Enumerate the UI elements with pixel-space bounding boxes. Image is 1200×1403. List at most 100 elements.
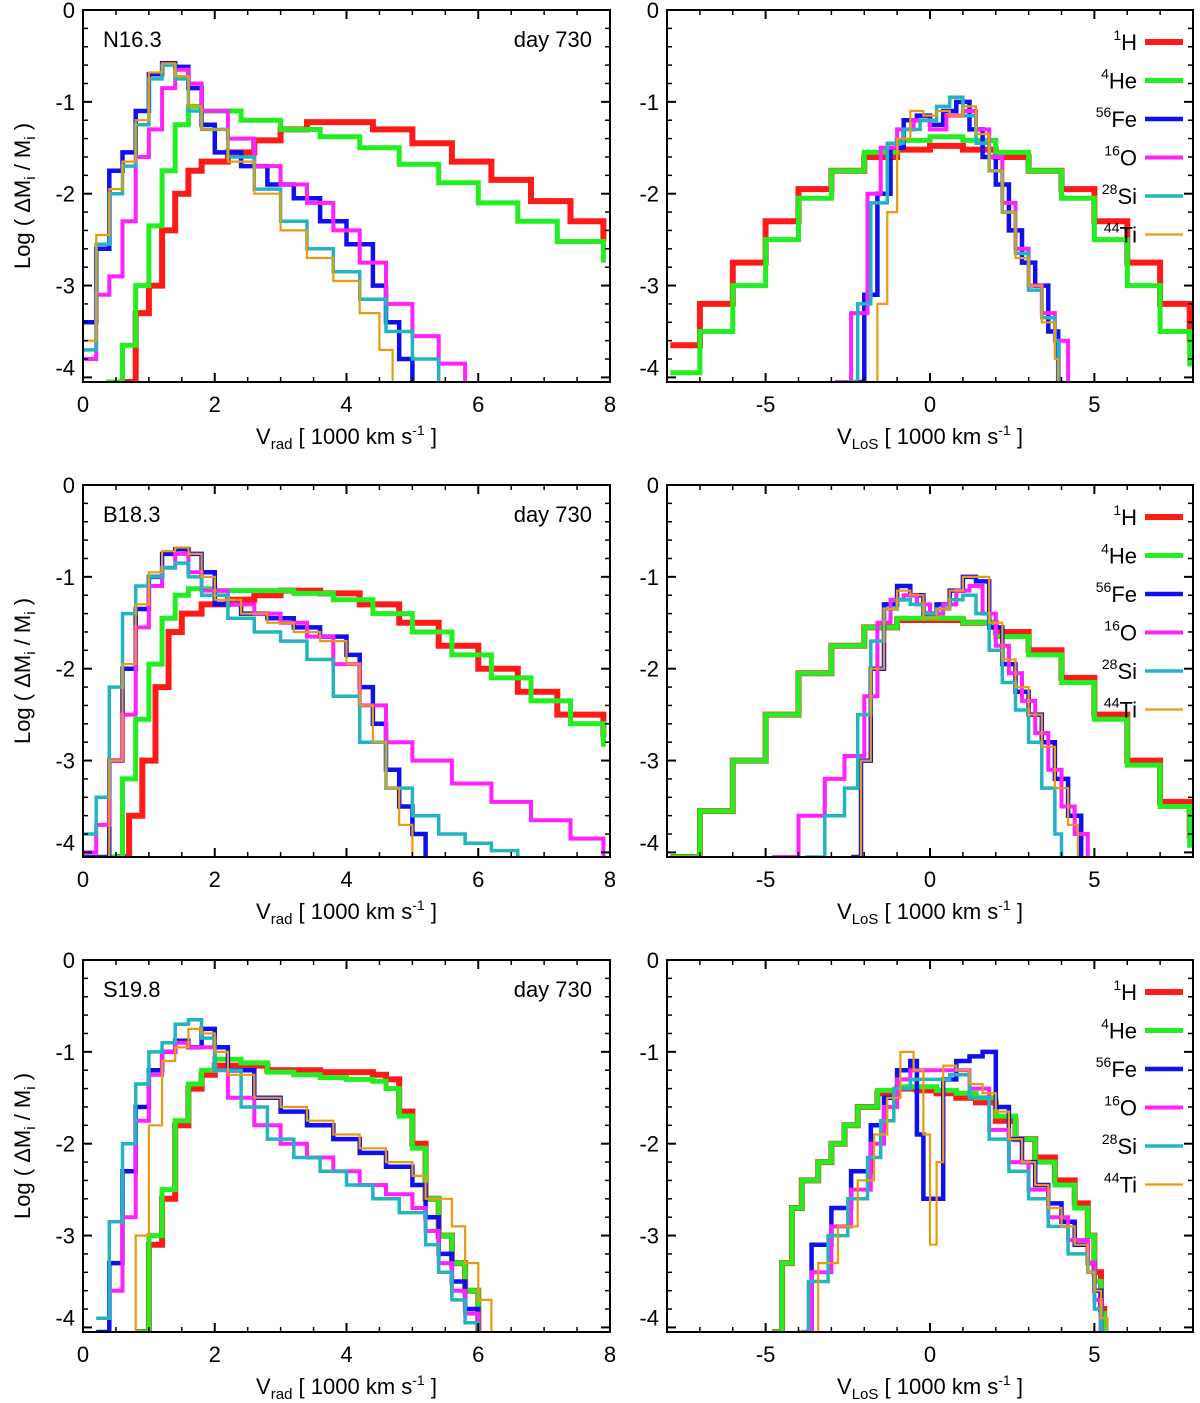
x-tick-label: 2 <box>209 867 221 892</box>
x-tick-label: 4 <box>340 1342 352 1367</box>
x-tick-label: 4 <box>340 867 352 892</box>
day-label: day 730 <box>514 27 592 52</box>
y-tick-label: -2 <box>55 657 75 682</box>
series-line-Si <box>798 1073 1103 1332</box>
model-label: S19.8 <box>103 977 161 1002</box>
x-axis-label: Vrad [ 1000 km s-1 ] <box>256 1372 437 1403</box>
legend-label-Si: 28Si <box>1102 1131 1137 1159</box>
x-tick-label: 2 <box>209 392 221 417</box>
y-tick-label: 0 <box>647 0 659 23</box>
y-tick-label: -1 <box>639 1040 659 1065</box>
model-label: N16.3 <box>103 27 162 52</box>
series-group <box>670 95 1193 382</box>
x-axis-label: VLoS [ 1000 km s-1 ] <box>837 897 1023 928</box>
panel-N16.3-los: 0 -1 -2 -3 -4 -5 0 5 VLoS [ 1000 km s-1 ] 1H 4He 56… <box>639 0 1194 453</box>
x-tick-label: 8 <box>604 1342 616 1367</box>
x-tick-label: -5 <box>756 867 776 892</box>
y-tick-label: -4 <box>55 1305 75 1330</box>
y-tick-label: 0 <box>647 473 659 498</box>
series-line-He <box>670 615 1193 857</box>
y-tick-label: -1 <box>55 565 75 590</box>
series-line-He <box>772 1084 1107 1332</box>
series-group <box>96 1017 493 1332</box>
y-tick-label: -4 <box>639 830 659 855</box>
legend-label-He: 4He <box>1101 541 1137 569</box>
series-line-He <box>109 586 606 857</box>
y-tick-label: -3 <box>55 1224 75 1249</box>
x-tick-label: 6 <box>472 1342 484 1367</box>
y-tick-label: 0 <box>63 473 75 498</box>
y-tick-label: -2 <box>639 657 659 682</box>
series-group <box>83 546 607 857</box>
day-label: day 730 <box>514 502 592 527</box>
y-axis-label: Log ( ΔMi / Mi ) <box>10 123 39 269</box>
series-line-He <box>670 134 1193 376</box>
y-tick-label: -3 <box>639 274 659 299</box>
legend-label-Ti: 44Ti <box>1104 1170 1137 1198</box>
y-tick-label: 0 <box>647 948 659 973</box>
legend-label-O: 16O <box>1104 143 1137 171</box>
legend-label-He: 4He <box>1101 1016 1137 1044</box>
series-line-Ti <box>122 1027 493 1332</box>
x-tick-label: 0 <box>77 867 89 892</box>
y-tick-label: 0 <box>63 0 75 23</box>
legend: 1H 4He 56Fe 16O 28Si 44Ti <box>1096 27 1183 248</box>
series-line-O <box>83 67 468 382</box>
y-tick-label: -1 <box>639 90 659 115</box>
series-line-Fe <box>83 61 415 382</box>
model-label: B18.3 <box>103 502 161 527</box>
series-group <box>772 1049 1109 1332</box>
series-line-Ti <box>808 1050 1109 1332</box>
legend-label-Fe: 56Fe <box>1096 104 1137 132</box>
x-tick-label: 0 <box>924 392 936 417</box>
x-tick-label: -5 <box>756 1342 776 1367</box>
y-tick-label: -3 <box>55 749 75 774</box>
x-tick-label: 5 <box>1088 867 1100 892</box>
y-tick-label: -4 <box>55 830 75 855</box>
series-line-H <box>119 119 607 382</box>
series-line-Si <box>96 1017 481 1332</box>
y-tick-label: -4 <box>639 1305 659 1330</box>
legend-label-He: 4He <box>1101 66 1137 94</box>
x-tick-label: 5 <box>1088 1342 1100 1367</box>
series-line-Ti <box>83 546 414 857</box>
legend-label-H: 1H <box>1113 27 1137 55</box>
y-tick-label: -3 <box>55 274 75 299</box>
y-tick-label: -4 <box>55 355 75 380</box>
series-line-He <box>135 1056 481 1332</box>
panel-B18.3-los: 0 -1 -2 -3 -4 -5 0 5 VLoS [ 1000 km s-1 ] 1H 4He 56… <box>639 473 1194 928</box>
y-tick-label: -2 <box>639 1132 659 1157</box>
x-tick-label: 0 <box>924 867 936 892</box>
series-line-O <box>772 584 1090 857</box>
series-line-Fe <box>854 99 1061 382</box>
y-tick-label: -2 <box>55 182 75 207</box>
plot-frame <box>82 959 611 1333</box>
x-tick-label: 6 <box>472 867 484 892</box>
x-tick-label: 0 <box>77 392 89 417</box>
series-line-Ti <box>83 62 394 382</box>
legend-label-O: 16O <box>1104 1093 1137 1121</box>
series-line-Fe <box>805 1049 1104 1332</box>
legend-label-Fe: 56Fe <box>1096 1054 1137 1082</box>
legend-label-Ti: 44Ti <box>1104 695 1137 723</box>
series-line-O <box>109 1040 481 1332</box>
legend-label-H: 1H <box>1113 502 1137 530</box>
y-tick-label: -3 <box>639 749 659 774</box>
series-line-Ti <box>867 105 1060 382</box>
x-tick-label: 8 <box>604 392 616 417</box>
y-tick-label: -1 <box>639 565 659 590</box>
x-tick-label: 4 <box>340 392 352 417</box>
legend-label-H: 1H <box>1113 977 1137 1005</box>
x-tick-label: 8 <box>604 867 616 892</box>
y-tick-label: -3 <box>639 1224 659 1249</box>
y-axis-label: Log ( ΔMi / Mi ) <box>10 1073 39 1219</box>
y-tick-label: 0 <box>63 948 75 973</box>
y-tick-label: -2 <box>55 1132 75 1157</box>
y-tick-label: -2 <box>639 182 659 207</box>
day-label: day 730 <box>514 977 592 1002</box>
legend-label-Si: 28Si <box>1102 656 1137 684</box>
